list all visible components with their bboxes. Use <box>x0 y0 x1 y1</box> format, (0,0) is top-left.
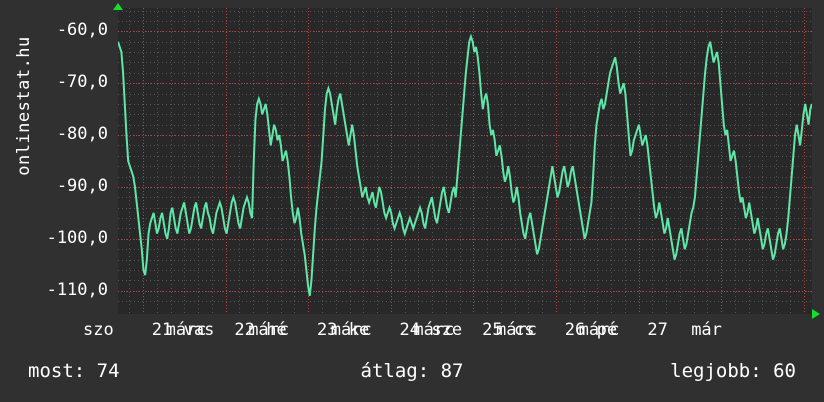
y-tick-label: -90,0 <box>56 175 108 196</box>
chart-plot-area <box>118 8 812 314</box>
x-tick-day: szo <box>83 320 114 340</box>
x-tick-month: márc <box>413 320 455 340</box>
x-tick-label-trailing: már <box>691 320 722 340</box>
y-axis-arrow-icon <box>113 3 123 10</box>
x-tick-month: márc <box>330 320 372 340</box>
x-tick-month: márc <box>165 320 207 340</box>
stat-average: átlag: 87 <box>360 360 464 382</box>
x-tick-day: cs <box>514 320 535 340</box>
x-tick-label-number: 24 <box>399 320 421 340</box>
x-tick-day: vas <box>183 320 215 340</box>
x-tick-label-number: 25 <box>482 320 503 340</box>
signal-line-series <box>118 33 812 297</box>
y-tick-label: -60,0 <box>56 20 108 41</box>
stats-footer: most: 74 átlag: 87 legjobb: 60 <box>0 356 824 402</box>
x-tick-month: márc <box>248 320 290 340</box>
x-tick-label-number: 21 <box>151 320 173 340</box>
y-tick-label: -70,0 <box>56 72 108 93</box>
x-tick-label-number: 22 <box>234 320 255 340</box>
x-tick-label-number: 27 <box>647 320 668 340</box>
y-tick-label: -80,0 <box>56 124 108 145</box>
x-axis-arrow-icon <box>812 309 820 319</box>
stat-now: most: 74 <box>28 360 120 382</box>
stat-best: legjobb: 60 <box>670 360 796 382</box>
x-tick-label-number: 26 <box>564 320 586 340</box>
signal-strength-line-chart <box>118 8 812 314</box>
x-tick-day: sze <box>431 320 463 340</box>
x-tick-day: pé <box>596 320 618 340</box>
y-tick-label: -100,0 <box>46 227 108 248</box>
y-tick-label: -110,0 <box>46 279 108 300</box>
x-tick-month: márc <box>578 320 620 340</box>
x-tick-label-number: 23 <box>316 320 338 340</box>
x-tick-month: márc <box>496 320 537 340</box>
x-tick-day: hé <box>266 320 287 340</box>
x-tick-day: ke <box>348 320 370 340</box>
